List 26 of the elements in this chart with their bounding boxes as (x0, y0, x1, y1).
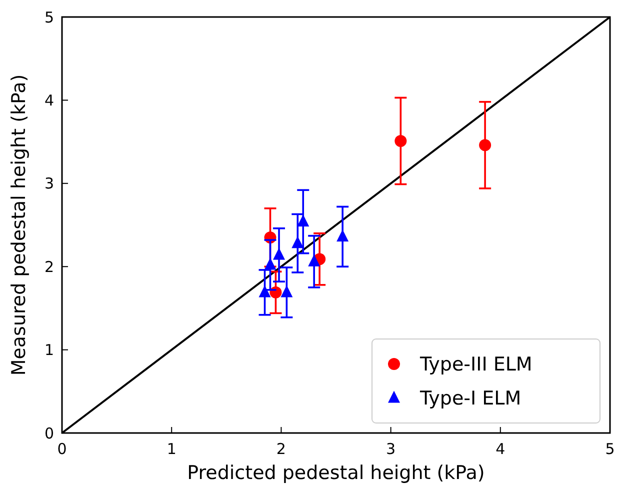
y-tick-label: 0 (44, 424, 54, 442)
x-tick-label: 5 (605, 440, 615, 458)
point (264, 258, 276, 270)
x-axis-title: Predicted pedestal height (kPa) (187, 462, 485, 484)
point (394, 134, 407, 147)
x-tick-label: 0 (57, 440, 67, 458)
y-tick-label: 5 (44, 8, 54, 26)
point (336, 229, 349, 242)
y-tick-label: 3 (44, 174, 54, 193)
point (308, 254, 320, 266)
point (258, 285, 271, 298)
y-tick-label: 4 (44, 91, 54, 110)
legend-label: Type-III ELM (419, 354, 532, 376)
point (297, 214, 310, 226)
point (280, 285, 293, 298)
legend-label: Type-I ELM (419, 388, 522, 410)
y-axis-title: Measured pedestal height (kPa) (8, 74, 30, 376)
x-tick-label: 4 (496, 440, 506, 458)
x-tick-label: 2 (276, 440, 286, 458)
point (292, 236, 304, 248)
x-tick-label: 3 (386, 440, 396, 458)
y-tick-label: 1 (44, 341, 54, 360)
y-tick-label: 2 (44, 258, 54, 276)
x-tick-label: 1 (166, 440, 176, 458)
point (273, 248, 286, 260)
point (479, 139, 492, 152)
